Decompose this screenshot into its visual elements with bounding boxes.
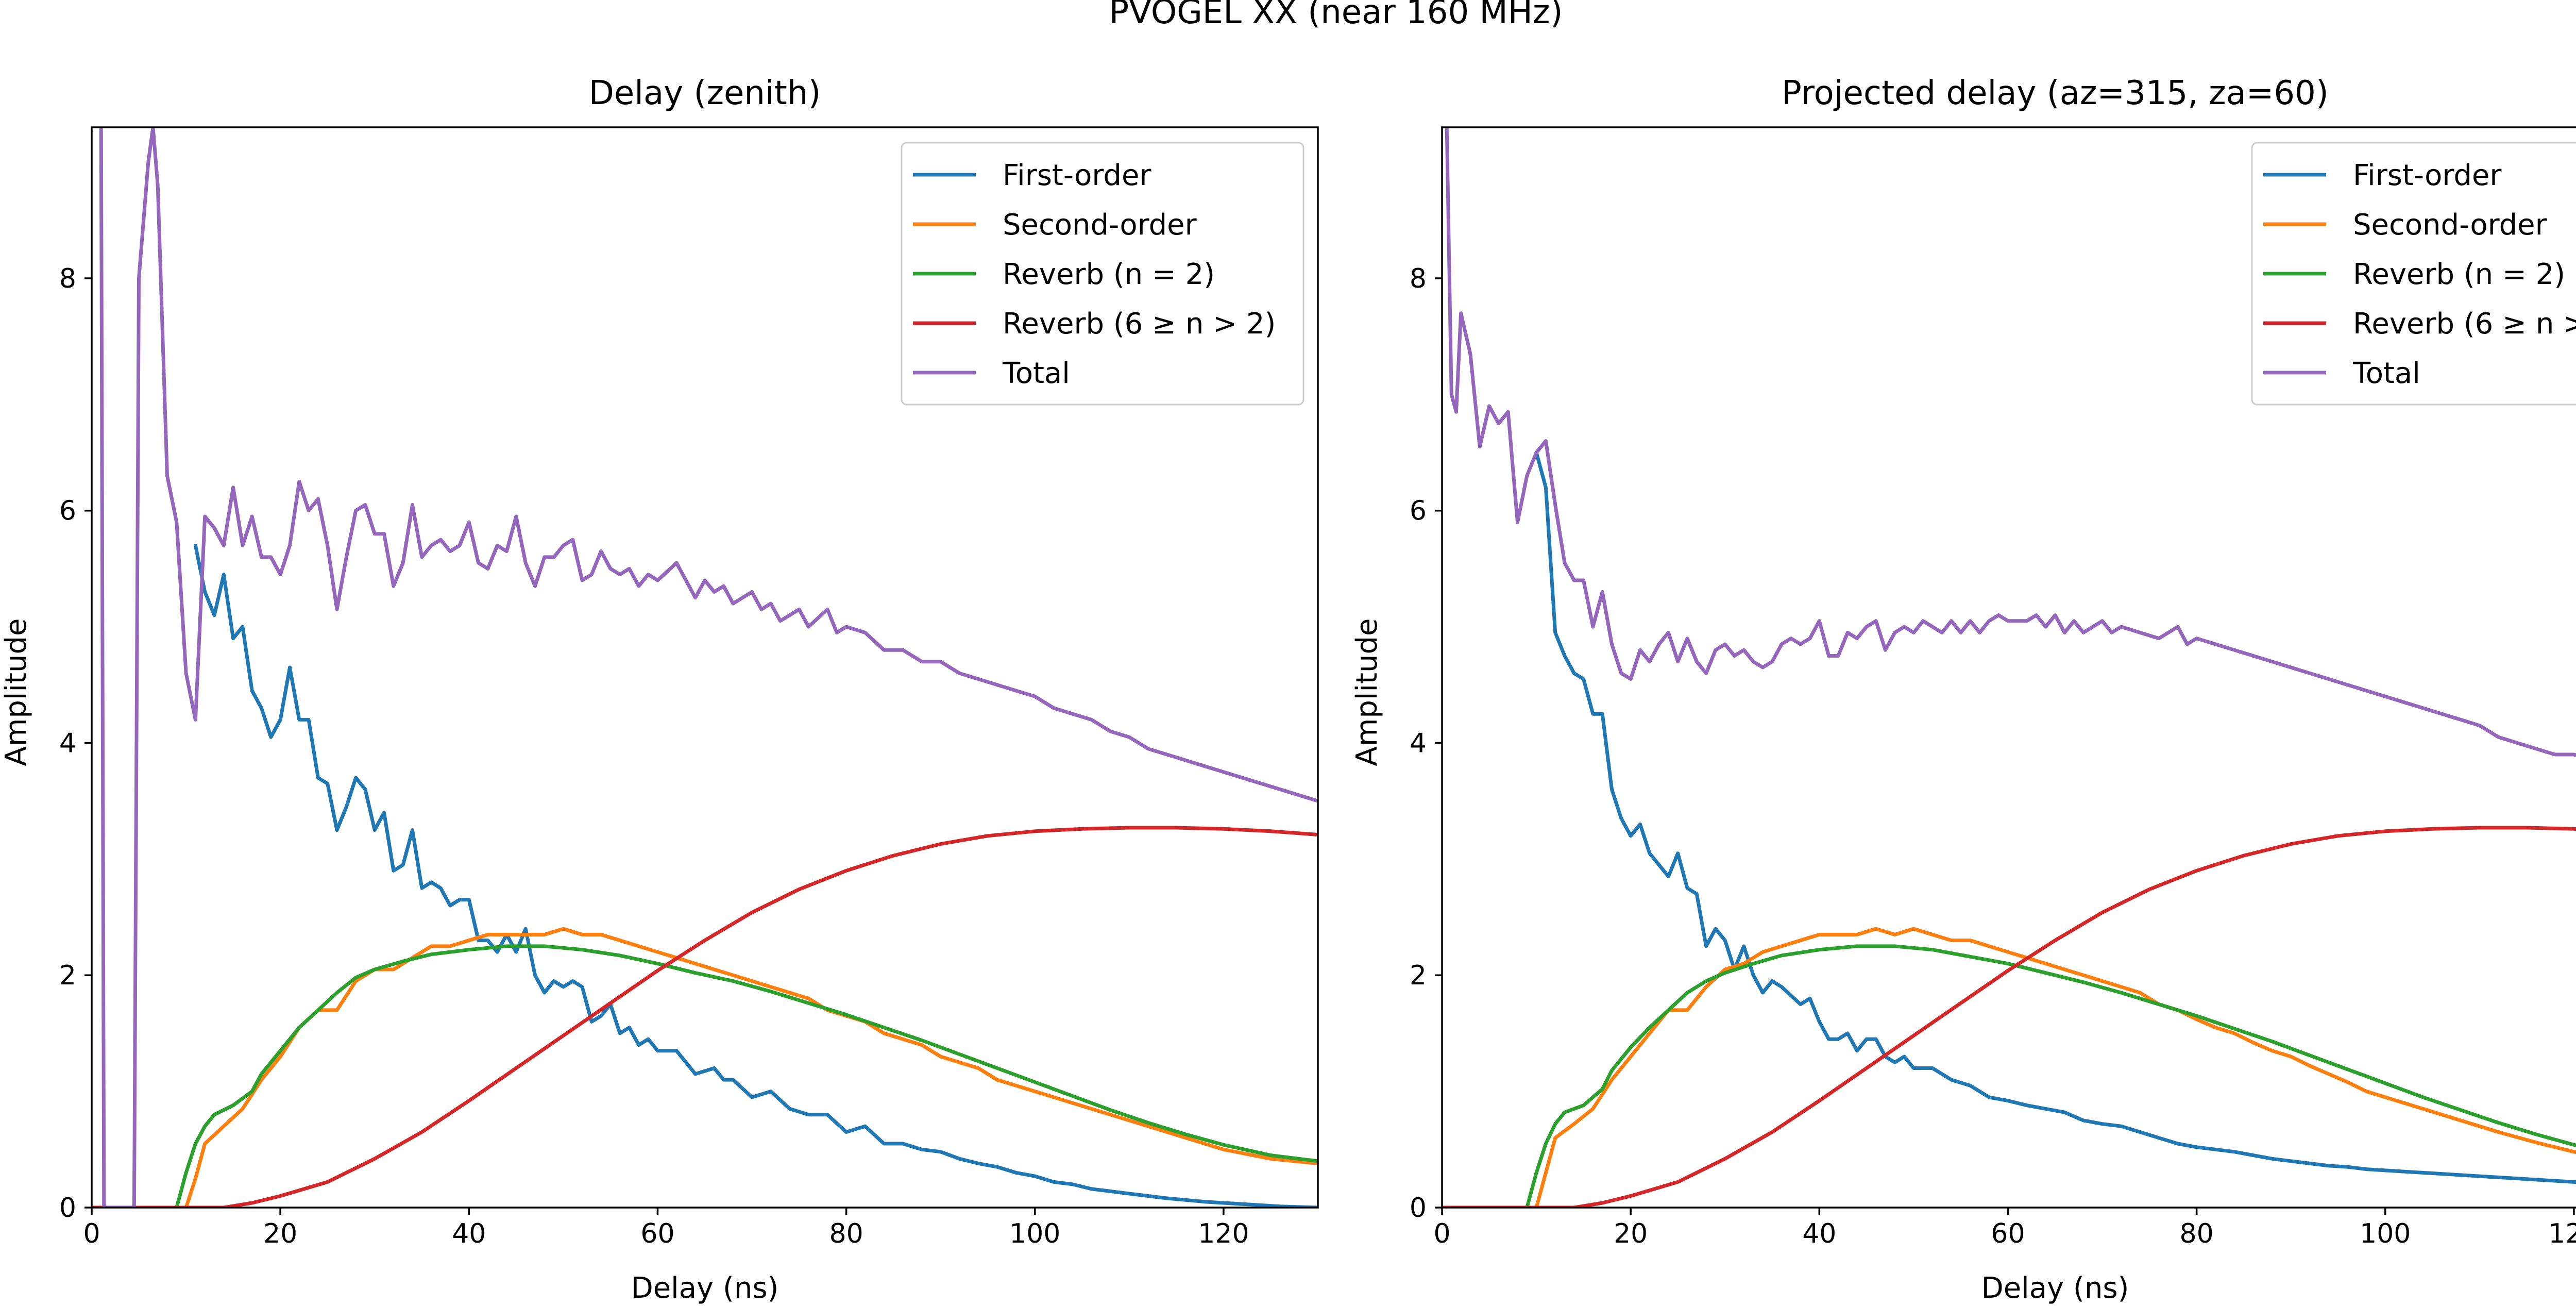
series-line-reverb-n-2-zenith — [92, 944, 1318, 1208]
series-line-first-order-zenith — [193, 543, 1318, 1208]
figure-suptitle: PVOGEL XX (near 160 MHz) — [1109, 0, 1563, 31]
x-tick-label-projected: 0 — [1433, 1218, 1450, 1249]
y-tick-label-zenith: 0 — [59, 1193, 76, 1224]
y-tick-label-zenith: 4 — [59, 728, 76, 759]
y-tick-label-projected: 0 — [1410, 1193, 1427, 1224]
legend-label-total: Total — [2352, 357, 2420, 390]
legend-projected: First-order Second-order Reverb (n = 2) Rev… — [2251, 142, 2576, 406]
y-axis-label-projected: Amplitude — [1350, 618, 1384, 766]
legend-label-reverb-6-n-2: Reverb (6 ≥ n > 2) — [2353, 307, 2576, 341]
x-tick-label-zenith: 60 — [640, 1218, 674, 1249]
x-tick-label-zenith: 40 — [452, 1218, 486, 1249]
legend-label-first-order: First-order — [1003, 159, 1151, 192]
x-tick-label-projected: 20 — [1614, 1218, 1648, 1249]
legend-box-zenith — [901, 142, 1304, 406]
series-line-total-projected — [1445, 127, 2576, 757]
panel-projected: Projected delay (az=315, za=60) Delay (n… — [1350, 74, 2576, 1305]
x-axis-label-projected: Delay (ns) — [1981, 1271, 2129, 1305]
y-tick-label-projected: 4 — [1410, 728, 1427, 759]
x-tick-label-zenith: 20 — [263, 1218, 297, 1249]
legend-label-reverb-n-2: Reverb (n = 2) — [1003, 258, 1215, 291]
legend-zenith: First-order Second-order Reverb (n = 2) Rev… — [901, 142, 1304, 406]
y-tick-label-zenith: 2 — [59, 960, 76, 991]
legend-label-second-order: Second-order — [2353, 208, 2548, 242]
x-tick-label-zenith: 100 — [1009, 1218, 1060, 1249]
x-tick-label-projected: 80 — [2180, 1218, 2214, 1249]
series-line-total-zenith — [99, 127, 1318, 1208]
legend-label-second-order: Second-order — [1003, 208, 1197, 242]
y-tick-label-zenith: 6 — [59, 496, 76, 527]
series-line-first-order-projected — [1534, 450, 2576, 1184]
plot-frame-projected — [1441, 126, 2576, 1209]
series-line-reverb-6-n-2-zenith — [92, 826, 1318, 1208]
x-tick-label-projected: 40 — [1802, 1218, 1836, 1249]
legend-label-first-order: First-order — [2353, 159, 2502, 192]
plot-frame-zenith — [91, 126, 1319, 1209]
y-tick-label-projected: 6 — [1410, 496, 1427, 527]
legend-label-reverb-n-2: Reverb (n = 2) — [2353, 258, 2565, 291]
series-line-reverb-6-n-2-projected — [1442, 826, 2576, 1208]
y-tick-label-projected: 8 — [1410, 263, 1427, 294]
x-tick-label-zenith: 0 — [83, 1218, 100, 1249]
x-tick-label-zenith: 120 — [1198, 1218, 1249, 1249]
panel-zenith: Delay (zenith) Delay (ns) Amplitude 0 20 4… — [0, 74, 1319, 1305]
x-tick-label-projected: 120 — [2548, 1218, 2576, 1249]
y-tick-label-zenith: 8 — [59, 263, 76, 294]
x-tick-label-zenith: 80 — [829, 1218, 863, 1249]
series-line-reverb-n-2-projected — [1442, 944, 2576, 1208]
x-axis-label-zenith: Delay (ns) — [631, 1271, 779, 1305]
y-tick-label-projected: 2 — [1410, 960, 1427, 991]
x-tick-label-projected: 60 — [1991, 1218, 2025, 1249]
panel-title-projected: Projected delay (az=315, za=60) — [1782, 74, 2329, 112]
legend-label-total: Total — [1002, 357, 1070, 390]
legend-box-projected — [2251, 142, 2576, 406]
legend-label-reverb-6-n-2: Reverb (6 ≥ n > 2) — [1003, 307, 1276, 341]
panel-title-zenith: Delay (zenith) — [589, 74, 821, 112]
y-axis-label-zenith: Amplitude — [0, 618, 33, 766]
x-tick-label-projected: 100 — [2360, 1218, 2411, 1249]
series-line-second-order-zenith — [92, 927, 1318, 1208]
